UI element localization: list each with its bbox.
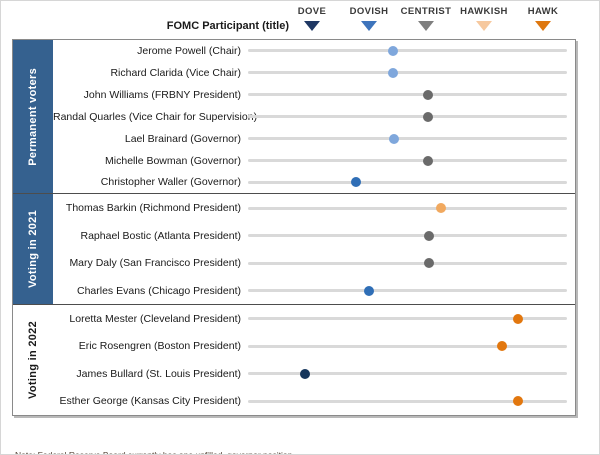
stance-dot-icon xyxy=(436,203,447,214)
dove-triangle-icon xyxy=(304,21,320,31)
legend-label-hawkish: HAWKISH xyxy=(460,6,508,17)
stance-dot-icon xyxy=(351,177,362,188)
participant-row: Esther George (Kansas City President) xyxy=(53,388,575,415)
footnotes: Note: Federal Reserve Board currently ha… xyxy=(15,424,295,455)
stance-dot-icon xyxy=(496,341,507,352)
group-label-permanent-voters: Permanent voters xyxy=(27,67,39,166)
participant-label: Esther George (Kansas City President) xyxy=(59,395,242,408)
participant-label: Christopher Waller (Governor) xyxy=(100,176,241,189)
participant-row: Thomas Barkin (Richmond President) xyxy=(53,194,575,221)
participant-label: Michelle Bowman (Governor) xyxy=(105,154,241,167)
legend-item-dovish: DOVISH xyxy=(324,6,414,31)
legend-label-dovish: DOVISH xyxy=(349,6,389,17)
participant-label: Thomas Barkin (Richmond President) xyxy=(65,202,241,215)
stance-track xyxy=(248,368,567,379)
stance-dot-icon xyxy=(363,285,374,296)
group-rows: Jerome Powell (Chair) Richard Clarida (V… xyxy=(53,40,575,193)
stance-track xyxy=(248,111,567,122)
stance-track xyxy=(248,313,567,324)
group-rows: Loretta Mester (Cleveland President) Eri… xyxy=(53,305,575,415)
stance-dot-icon xyxy=(299,368,310,379)
participant-label: Lael Brainard (Governor) xyxy=(124,132,241,145)
note-line: Note: Federal Reserve Board currently ha… xyxy=(15,449,295,455)
stance-track xyxy=(248,133,567,144)
stance-track xyxy=(248,67,567,78)
stance-track xyxy=(248,341,567,352)
stance-track xyxy=(248,285,567,296)
legend-label-centrist: CENTRIST xyxy=(400,6,452,17)
participant-label: Randal Quarles (Vice Chair for Supervisi… xyxy=(53,110,258,123)
centrist-triangle-icon xyxy=(418,21,434,31)
group-label-voting-in-2021: Voting in 2021 xyxy=(27,210,39,289)
stance-dot-icon xyxy=(422,89,433,100)
participant-label: James Bullard (St. Louis President) xyxy=(76,367,241,380)
participant-row: Lael Brainard (Governor) xyxy=(53,128,575,150)
participant-row: Christopher Waller (Governor) xyxy=(53,172,575,194)
participant-row: Eric Rosengren (Boston President) xyxy=(53,333,575,360)
participant-row: Loretta Mester (Cleveland President) xyxy=(53,305,575,332)
legend-label-hawk: HAWK xyxy=(527,6,559,17)
legend-item-hawkish: HAWKISH xyxy=(439,6,529,31)
legend-item-dove: DOVE xyxy=(267,6,357,31)
stance-dot-icon xyxy=(424,230,435,241)
participant-row: Randal Quarles (Vice Chair for Supervisi… xyxy=(53,106,575,128)
participant-label: Eric Rosengren (Boston President) xyxy=(78,340,241,353)
stance-track xyxy=(248,258,567,269)
hawk-triangle-icon xyxy=(535,21,551,31)
stance-track xyxy=(248,203,567,214)
participant-row: Michelle Bowman (Governor) xyxy=(53,150,575,172)
stance-track xyxy=(248,177,567,188)
stance-track xyxy=(248,396,567,407)
voter-group-permanent-voters: Permanent voters Jerome Powell (Chair) R… xyxy=(13,40,575,194)
participant-row: John Williams (FRBNY President) xyxy=(53,84,575,106)
hawkish-triangle-icon xyxy=(476,21,492,31)
stance-dot-icon xyxy=(422,111,433,122)
participant-row: Raphael Bostic (Atlanta President) xyxy=(53,222,575,249)
legend-item-centrist: CENTRIST xyxy=(381,6,471,31)
stance-track xyxy=(248,155,567,166)
legend-label-dove: DOVE xyxy=(297,6,327,17)
chart-plot-area: Permanent voters Jerome Powell (Chair) R… xyxy=(12,39,576,416)
participant-label: Mary Daly (San Francisco President) xyxy=(69,257,241,270)
stance-dot-icon xyxy=(424,258,435,269)
stance-dot-icon xyxy=(423,155,434,166)
stance-track xyxy=(248,45,567,56)
stance-dot-icon xyxy=(387,45,398,56)
participant-label: Richard Clarida (Vice Chair) xyxy=(110,66,241,79)
stance-dot-icon xyxy=(387,67,398,78)
participant-label: Loretta Mester (Cleveland President) xyxy=(69,312,241,325)
stance-dot-icon xyxy=(513,396,524,407)
voter-group-voting-in-2021: Voting in 2021 Thomas Barkin (Richmond P… xyxy=(13,193,575,305)
voter-group-voting-in-2022: Voting in 2022 Loretta Mester (Cleveland… xyxy=(13,304,575,415)
stance-track xyxy=(248,89,567,100)
group-rows: Thomas Barkin (Richmond President) Rapha… xyxy=(53,194,575,304)
participant-label: Charles Evans (Chicago President) xyxy=(77,284,241,297)
participant-label: Raphael Bostic (Atlanta President) xyxy=(80,229,242,242)
participant-row: James Bullard (St. Louis President) xyxy=(53,360,575,387)
participant-label: John Williams (FRBNY President) xyxy=(83,88,241,101)
stance-dot-icon xyxy=(512,313,523,324)
participant-row: Jerome Powell (Chair) xyxy=(53,40,575,62)
stance-track xyxy=(248,230,567,241)
stance-dot-icon xyxy=(388,133,399,144)
dovish-triangle-icon xyxy=(361,21,377,31)
participant-label: Jerome Powell (Chair) xyxy=(137,44,241,57)
group-label-voting-in-2022: Voting in 2022 xyxy=(27,321,39,400)
participant-column-title: FOMC Participant (title) xyxy=(166,20,289,32)
participant-row: Charles Evans (Chicago President) xyxy=(53,277,575,304)
legend-item-hawk: HAWK xyxy=(498,6,588,31)
participant-row: Mary Daly (San Francisco President) xyxy=(53,249,575,276)
participant-row: Richard Clarida (Vice Chair) xyxy=(53,62,575,84)
